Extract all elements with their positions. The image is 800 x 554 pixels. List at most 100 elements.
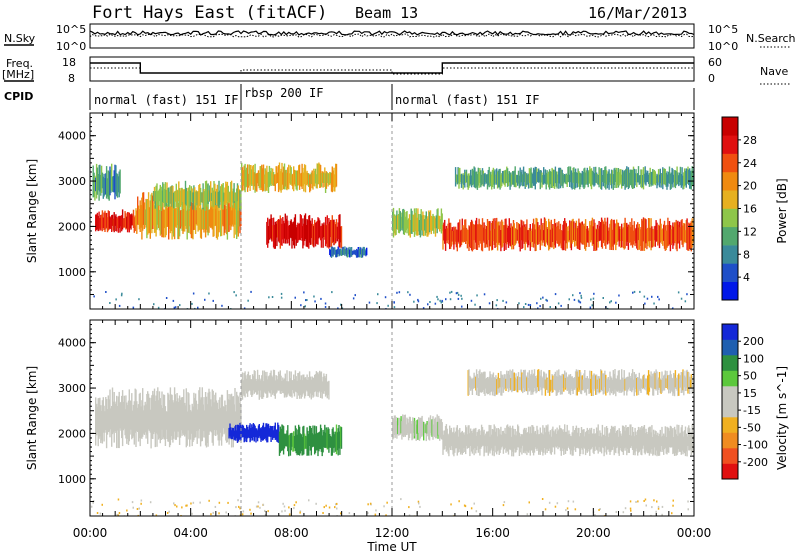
scatter-cell — [687, 500, 689, 503]
scatter-cell — [250, 379, 252, 395]
scatter-cell — [543, 217, 546, 247]
scatter-cell — [546, 299, 548, 302]
scatter-cell — [314, 168, 317, 184]
scatter-cell — [171, 394, 173, 440]
scatter-cell — [177, 398, 179, 438]
scatter-cell — [284, 509, 286, 512]
x-tick-label: 08:00 — [274, 526, 309, 540]
scatter-cell — [490, 374, 492, 393]
scatter-cell — [116, 218, 119, 229]
scatter-cell — [511, 370, 513, 393]
scatter-cell — [264, 168, 266, 192]
scatter-cell — [108, 399, 110, 432]
scatter-cell — [213, 181, 215, 208]
scatter-cell — [286, 370, 288, 397]
scatter-cell — [657, 432, 659, 455]
scatter-cell — [339, 431, 341, 455]
scatter-cell — [153, 388, 156, 433]
scatter-cell — [476, 224, 479, 250]
scatter-cell — [202, 404, 204, 438]
scatter-cell — [577, 369, 579, 388]
scatter-cell — [569, 435, 572, 455]
scatter-cell — [131, 501, 134, 504]
scatter-cell — [577, 225, 579, 249]
scatter-cell — [280, 428, 282, 452]
scatter-cell — [220, 204, 223, 236]
colorbar-cell — [722, 153, 738, 173]
scatter-cell — [631, 169, 634, 189]
scatter-cell — [684, 377, 687, 391]
scatter-cell — [474, 167, 476, 188]
scatter-cell — [97, 174, 99, 191]
scatter-cell — [663, 433, 665, 455]
scatter-cell — [681, 425, 683, 451]
scatter-cell — [227, 198, 229, 232]
scatter-cell — [95, 403, 98, 436]
scatter-cell — [262, 425, 264, 441]
scatter-cell — [285, 433, 287, 447]
scatter-cell — [181, 203, 183, 231]
scatter-cell — [474, 303, 476, 306]
scatter-cell — [406, 211, 408, 234]
scatter-cell — [95, 163, 98, 199]
scatter-cell — [495, 431, 497, 453]
scatter-cell — [274, 174, 276, 192]
scatter-cell — [578, 376, 580, 392]
scatter-cell — [630, 227, 632, 246]
velocity-scatter — [90, 369, 694, 516]
scatter-cell — [545, 298, 547, 301]
scatter-cell — [329, 172, 332, 184]
scatter-cell — [528, 433, 531, 451]
scatter-cell — [514, 429, 516, 453]
scatter-cell — [604, 217, 606, 246]
scatter-cell — [303, 377, 306, 399]
scatter-cell — [419, 505, 421, 508]
scatter-cell — [422, 307, 425, 309]
scatter-cell — [681, 372, 683, 393]
scatter-cell — [643, 295, 646, 298]
scatter-cell — [479, 430, 481, 456]
scatter-cell — [551, 374, 553, 393]
scatter-cell — [255, 173, 257, 191]
scatter-cell — [545, 373, 547, 390]
scatter-cell — [97, 215, 99, 232]
scatter-cell — [183, 203, 185, 232]
scatter-cell — [192, 209, 194, 240]
scatter-cell — [108, 211, 110, 230]
scatter-cell — [102, 397, 104, 433]
scatter-cell — [315, 222, 318, 244]
y-tick-label: 3000 — [58, 175, 86, 188]
scatter-cell — [286, 215, 288, 244]
scatter-cell — [623, 170, 625, 185]
scatter-cell — [645, 378, 647, 391]
scatter-band — [95, 209, 136, 233]
scatter-cell — [658, 298, 660, 301]
scatter-cell — [527, 230, 530, 246]
scatter-cell — [269, 218, 271, 239]
scatter-cell — [453, 427, 455, 457]
scatter-cell — [604, 370, 606, 394]
scatter-cell — [285, 381, 287, 398]
scatter-cell — [239, 190, 241, 211]
scatter-cell — [628, 172, 630, 188]
scatter-cell — [177, 190, 179, 208]
scatter-cell — [418, 418, 421, 441]
scatter-cell — [583, 373, 585, 390]
scatter-cell — [483, 371, 485, 394]
scatter-cell — [560, 304, 562, 307]
scatter-cell — [626, 428, 628, 456]
scatter-cell — [621, 435, 623, 452]
scatter-cell — [293, 435, 296, 449]
scatter-cell — [641, 379, 643, 389]
scatter-cell — [288, 164, 290, 190]
scatter-cell — [478, 218, 480, 248]
scatter-cell — [149, 200, 151, 239]
scatter-cell — [122, 218, 125, 228]
scatter-cell — [303, 374, 305, 393]
scatter-cell — [286, 430, 288, 447]
scatter-cell — [229, 191, 231, 203]
scatter-cell — [501, 171, 504, 183]
scatter-cell — [498, 169, 500, 188]
scatter-cell — [192, 292, 195, 295]
nsearch-tick-top: 10^5 — [708, 23, 738, 36]
